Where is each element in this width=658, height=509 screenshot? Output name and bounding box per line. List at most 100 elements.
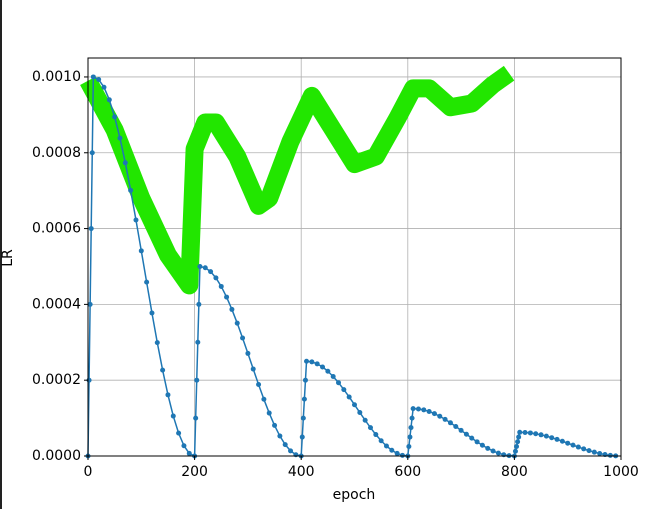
- y-axis-label: LR: [0, 249, 16, 267]
- axes-frame: [87, 57, 622, 457]
- y-tick-label: 0.0010: [32, 69, 81, 85]
- marker: [479, 442, 485, 448]
- marker: [570, 442, 576, 448]
- marker: [266, 410, 272, 416]
- marker: [133, 217, 139, 223]
- x-axis-label: epoch: [333, 487, 376, 503]
- marker: [421, 407, 427, 413]
- marker: [330, 374, 336, 380]
- marker: [378, 438, 384, 444]
- marker: [341, 387, 347, 393]
- marker: [186, 450, 192, 456]
- marker: [383, 443, 389, 449]
- marker: [463, 431, 469, 437]
- marker: [399, 452, 405, 458]
- marker: [282, 442, 288, 448]
- marker: [336, 380, 342, 386]
- marker: [149, 310, 155, 316]
- marker: [196, 301, 202, 307]
- marker: [357, 410, 363, 416]
- marker: [208, 269, 214, 275]
- marker: [346, 394, 352, 400]
- marker: [458, 427, 464, 433]
- line: [80, 65, 515, 295]
- marker: [117, 135, 123, 141]
- marker: [256, 382, 262, 388]
- marker: [154, 340, 160, 346]
- marker: [300, 415, 306, 421]
- marker: [96, 77, 102, 83]
- marker: [88, 226, 94, 232]
- marker: [302, 377, 308, 383]
- marker: [122, 160, 128, 166]
- marker: [453, 424, 459, 430]
- marker: [447, 420, 453, 426]
- marker: [194, 377, 200, 383]
- marker: [277, 433, 283, 439]
- marker: [202, 265, 208, 271]
- marker: [406, 444, 412, 450]
- marker: [193, 415, 199, 421]
- x-tick-label: 0: [84, 464, 93, 480]
- marker: [474, 439, 480, 445]
- marker: [181, 443, 187, 449]
- marker: [533, 431, 539, 437]
- y-tick-label: 0.0008: [32, 145, 81, 161]
- marker: [469, 435, 475, 441]
- marker: [320, 364, 326, 370]
- marker: [299, 434, 305, 440]
- marker: [549, 435, 555, 441]
- marker: [240, 335, 246, 341]
- marker: [408, 425, 414, 431]
- marker: [538, 432, 544, 438]
- marker: [138, 248, 144, 254]
- marker: [597, 450, 603, 456]
- marker: [367, 425, 373, 431]
- marker: [218, 283, 224, 289]
- marker: [559, 438, 565, 444]
- marker: [90, 74, 96, 80]
- y-tick-label: 0.0004: [32, 296, 81, 312]
- y-tick-label: 0.0000: [32, 448, 81, 464]
- marker: [527, 430, 533, 436]
- x-tick-label: 600: [394, 464, 421, 480]
- marker: [517, 429, 523, 435]
- x-tick-label: 800: [501, 464, 528, 480]
- marker: [512, 448, 518, 454]
- marker: [106, 97, 112, 103]
- marker: [415, 406, 421, 412]
- marker: [170, 413, 176, 419]
- marker: [101, 84, 107, 90]
- marker: [514, 444, 520, 450]
- marker: [301, 396, 307, 402]
- marker: [515, 439, 521, 445]
- marker: [195, 339, 201, 345]
- marker: [581, 446, 587, 452]
- marker: [516, 434, 522, 440]
- marker: [197, 263, 203, 269]
- marker: [362, 417, 368, 423]
- marker: [261, 396, 267, 402]
- plot-area: [80, 58, 622, 459]
- marker: [272, 422, 278, 428]
- marker: [485, 445, 491, 451]
- marker: [224, 294, 230, 300]
- marker: [607, 452, 613, 458]
- marker: [309, 359, 315, 365]
- marker: [522, 429, 528, 435]
- marker: [373, 432, 379, 438]
- marker: [314, 361, 320, 367]
- marker: [490, 448, 496, 454]
- x-tick-label: 1000: [603, 464, 639, 480]
- marker: [250, 366, 256, 372]
- marker: [352, 402, 357, 408]
- marker: [87, 301, 93, 307]
- marker: [325, 368, 331, 374]
- marker: [426, 408, 432, 414]
- window-edge: [0, 0, 2, 509]
- marker: [407, 434, 413, 440]
- marker: [112, 114, 118, 120]
- marker: [176, 430, 182, 436]
- marker: [128, 187, 134, 193]
